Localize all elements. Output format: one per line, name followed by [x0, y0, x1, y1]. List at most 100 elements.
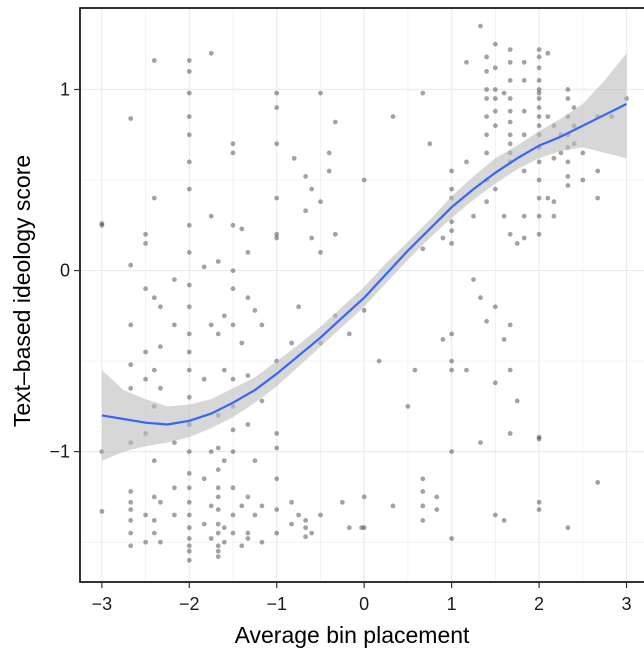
data-point: [186, 543, 192, 549]
data-point: [230, 322, 236, 328]
data-point: [303, 525, 308, 531]
data-point: [478, 295, 483, 301]
data-point: [361, 494, 367, 500]
data-point: [521, 168, 527, 174]
data-point: [558, 150, 564, 156]
data-point: [309, 530, 315, 536]
data-point: [309, 186, 315, 192]
data-point: [245, 250, 251, 255]
data-point: [186, 349, 192, 355]
data-point: [186, 331, 192, 337]
data-point: [143, 349, 149, 355]
y-axis-ticks: −1 0 1: [49, 79, 80, 462]
data-point: [507, 367, 513, 373]
data-point: [274, 530, 280, 536]
data-point: [565, 159, 571, 165]
data-point: [434, 494, 440, 500]
data-point: [318, 250, 323, 255]
data-point: [186, 69, 192, 74]
data-point: [521, 132, 527, 138]
data-point: [484, 69, 489, 74]
data-point: [359, 525, 364, 531]
x-tick-label: −3: [92, 594, 113, 614]
data-point: [158, 539, 163, 545]
data-point: [449, 331, 454, 337]
data-point: [326, 150, 332, 156]
data-point: [326, 168, 332, 174]
data-point: [245, 536, 251, 541]
data-point: [545, 195, 551, 201]
data-point: [434, 507, 440, 512]
data-point: [507, 231, 513, 237]
data-point: [215, 494, 221, 500]
data-point: [208, 50, 214, 56]
data-point: [318, 199, 323, 205]
data-point: [484, 54, 489, 60]
data-point: [245, 422, 251, 427]
data-point: [172, 322, 177, 328]
data-point: [536, 177, 542, 183]
data-point: [239, 503, 245, 509]
data-point: [449, 358, 454, 364]
data-point: [186, 485, 192, 491]
data-point: [318, 90, 323, 96]
data-point: [580, 150, 586, 156]
y-tick-label: 1: [60, 79, 70, 99]
data-point: [536, 96, 542, 101]
data-point: [215, 543, 221, 549]
data-point: [440, 337, 446, 342]
data-point: [464, 367, 469, 373]
data-point: [551, 213, 557, 219]
data-point: [215, 445, 221, 451]
data-point: [536, 434, 542, 440]
data-point: [151, 195, 157, 201]
data-point: [186, 58, 192, 63]
data-point: [507, 78, 513, 83]
data-point: [245, 494, 251, 500]
data-point: [390, 503, 396, 509]
data-point: [536, 78, 542, 83]
data-point: [545, 50, 551, 56]
data-point: [128, 543, 134, 549]
data-point: [346, 331, 352, 337]
data-point: [536, 105, 542, 110]
data-point: [158, 304, 163, 310]
data-point: [215, 259, 221, 264]
data-point: [208, 213, 214, 219]
data-point: [580, 177, 586, 183]
data-point: [201, 521, 207, 527]
data-point: [565, 183, 571, 188]
data-point: [405, 404, 411, 409]
data-point: [186, 90, 192, 96]
data-point: [186, 394, 192, 400]
data-point: [420, 476, 426, 482]
data-point: [143, 286, 149, 292]
data-point: [259, 322, 265, 328]
data-point: [151, 518, 157, 523]
data-point: [230, 427, 236, 433]
data-point: [440, 235, 446, 241]
data-point: [501, 90, 507, 96]
data-point: [565, 96, 571, 101]
data-point: [536, 90, 542, 96]
data-point: [595, 195, 601, 201]
data-point: [471, 277, 476, 282]
data-point: [252, 308, 258, 313]
x-tick-label: 2: [534, 594, 544, 614]
data-point: [186, 367, 192, 373]
data-point: [215, 331, 221, 337]
data-point: [571, 105, 577, 110]
data-point: [420, 503, 426, 509]
data-point: [507, 141, 513, 147]
data-point: [514, 241, 520, 246]
data-point: [420, 90, 426, 96]
data-point: [186, 471, 192, 476]
data-point: [449, 241, 454, 246]
data-point: [221, 313, 227, 319]
data-point: [208, 503, 214, 509]
data-point: [221, 458, 227, 464]
data-point: [128, 507, 134, 512]
data-point: [289, 521, 294, 527]
data-point: [274, 195, 280, 201]
data-point: [128, 362, 134, 368]
